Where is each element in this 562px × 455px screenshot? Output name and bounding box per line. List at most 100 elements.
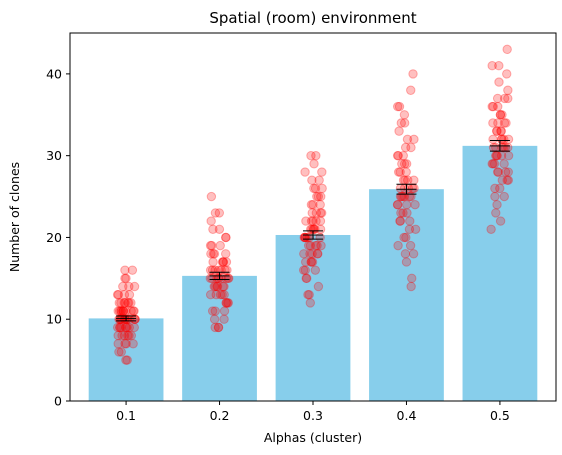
x-tick-label: 0.1 [116, 408, 136, 423]
data-point [302, 273, 312, 284]
data-point [124, 330, 134, 341]
data-point [494, 61, 504, 71]
data-point [502, 175, 512, 185]
data-point [210, 322, 220, 333]
data-point [503, 175, 513, 185]
data-point [406, 85, 416, 95]
data-point [401, 159, 412, 169]
data-point [399, 110, 410, 120]
data-point [307, 208, 317, 218]
data-point [499, 93, 510, 104]
data-point [113, 306, 123, 316]
data-point [495, 216, 506, 226]
data-point [311, 208, 322, 218]
data-point [502, 69, 512, 79]
data-point [205, 240, 216, 251]
data-point [129, 281, 140, 292]
data-point [402, 208, 412, 218]
data-point [123, 298, 133, 308]
data-point [119, 298, 129, 308]
data-point [118, 306, 128, 316]
chart-title: Spatial (room) environment [209, 9, 416, 27]
data-point [405, 216, 415, 226]
data-point [311, 216, 321, 226]
data-point [503, 134, 514, 145]
data-point [113, 330, 123, 341]
data-point [315, 216, 326, 226]
data-point [496, 134, 507, 145]
data-point [222, 298, 233, 308]
data-point [221, 232, 231, 243]
data-point [207, 240, 217, 251]
data-point [121, 273, 131, 284]
data-point [116, 306, 126, 316]
data-point [305, 240, 316, 251]
data-point [119, 289, 130, 300]
data-point [114, 322, 125, 333]
x-tick-label: 0.5 [490, 408, 510, 423]
data-point [221, 257, 232, 267]
data-point [306, 150, 316, 161]
data-point [208, 249, 219, 259]
data-point [114, 347, 124, 357]
data-point [312, 191, 322, 202]
data-point [206, 216, 216, 226]
data-point [308, 224, 319, 234]
data-point [393, 200, 403, 210]
data-point [300, 257, 311, 267]
data-point [409, 134, 419, 145]
data-point [395, 216, 405, 226]
data-point [218, 281, 228, 292]
data-point [499, 118, 510, 128]
ticks-layer: 0.1 0.2 0.3 0.4 0.5 0 10 20 30 40 [46, 66, 510, 423]
data-point [116, 306, 126, 316]
data-point [486, 224, 496, 234]
data-point [213, 322, 224, 333]
data-point [403, 175, 413, 185]
data-point [503, 167, 513, 177]
data-point [120, 265, 130, 275]
data-point [395, 167, 405, 177]
data-point [299, 249, 309, 259]
data-point [490, 191, 500, 202]
data-point [309, 183, 319, 194]
data-point [488, 118, 498, 128]
data-point [492, 126, 502, 136]
data-point [218, 257, 229, 267]
data-point [206, 191, 217, 202]
data-point [491, 208, 501, 218]
data-point [407, 183, 418, 194]
data-point [404, 224, 415, 234]
x-axis-label: Alphas (cluster) [264, 430, 362, 445]
data-point [112, 322, 123, 333]
data-point [129, 306, 139, 316]
data-point [218, 257, 228, 267]
data-point [213, 322, 224, 333]
data-point [212, 281, 222, 292]
data-point [129, 322, 139, 333]
x-tick-label: 0.2 [210, 408, 230, 423]
y-tick-label: 20 [46, 230, 62, 245]
data-point [298, 265, 309, 275]
data-point [211, 289, 221, 300]
data-point [402, 134, 413, 145]
data-point [493, 118, 503, 128]
data-point [308, 216, 318, 226]
data-point [310, 265, 321, 275]
data-point [120, 306, 131, 316]
data-point [503, 85, 513, 95]
data-point [120, 339, 130, 349]
data-point [317, 208, 327, 218]
data-point [493, 167, 503, 177]
data-point [399, 118, 410, 128]
data-point [503, 150, 514, 161]
data-point [406, 142, 416, 153]
data-point [300, 265, 310, 275]
data-point [219, 314, 229, 324]
data-point [112, 289, 123, 300]
data-point [117, 330, 127, 341]
data-point [114, 306, 125, 316]
data-point [310, 240, 321, 251]
data-point [399, 232, 409, 243]
data-point [123, 330, 133, 341]
